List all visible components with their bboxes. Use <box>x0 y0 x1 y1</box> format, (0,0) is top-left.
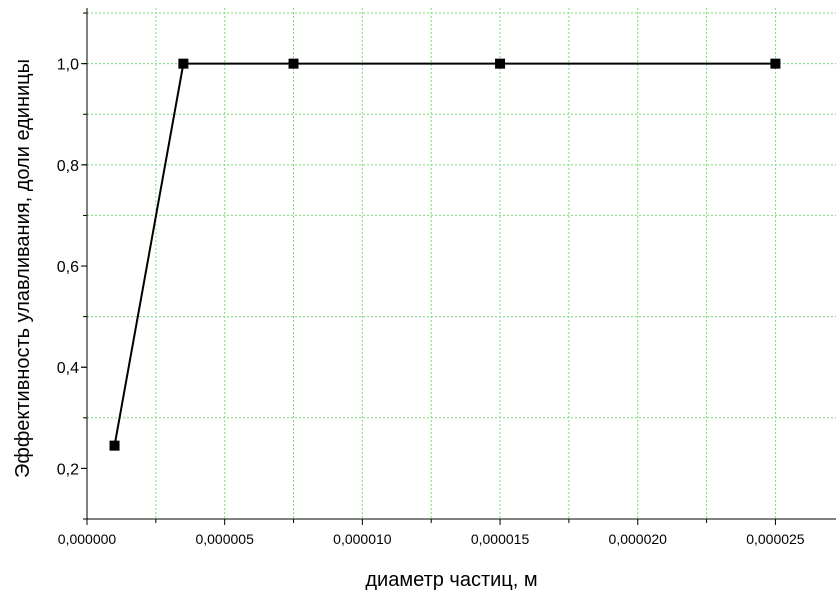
y-axis-title: Эффективность улавливания, доли единицы <box>12 59 34 478</box>
data-point-marker <box>770 58 781 69</box>
y-tick-label: 1,0 <box>57 57 79 74</box>
axes <box>86 8 836 520</box>
x-tick-label: 0,000010 <box>333 531 392 547</box>
data-point-marker <box>109 440 120 451</box>
grid <box>87 8 836 520</box>
series-line <box>113 62 776 446</box>
data-point-marker <box>178 58 189 69</box>
data-point-marker <box>288 58 299 69</box>
y-tick-label: 0,8 <box>57 158 79 175</box>
series <box>109 58 781 451</box>
y-tick-label: 0,2 <box>57 461 79 478</box>
x-tick-label: 0,000000 <box>58 531 117 547</box>
data-point-marker <box>495 58 506 69</box>
y-tick-label: 0,6 <box>57 259 79 276</box>
x-tick-label: 0,000025 <box>746 531 805 547</box>
x-tick-label: 0,000020 <box>609 531 668 547</box>
x-tick-label: 0,000015 <box>471 531 530 547</box>
x-tick-label: 0,000005 <box>195 531 254 547</box>
y-tick-label: 0,4 <box>57 360 79 377</box>
x-axis-title: диаметр частиц, м <box>365 569 537 591</box>
ticks: 0,000000 0,000005 0,000010 0,000015 0,000020… <box>57 12 805 547</box>
